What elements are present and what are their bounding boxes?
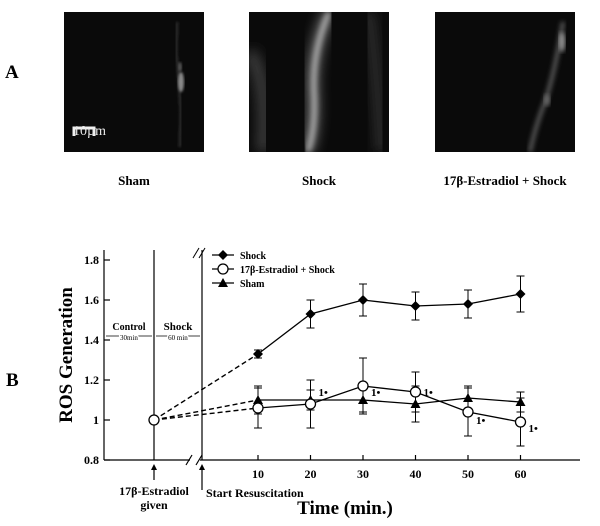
y-tick-label: 1 bbox=[93, 413, 99, 427]
legend-marker bbox=[218, 278, 228, 287]
chart-labels: ROS Generation Time (min.) 1• 1• 1• 1• 1• bbox=[56, 287, 538, 519]
series-line bbox=[257, 385, 521, 423]
micrograph-shock bbox=[249, 12, 389, 152]
x-tick-label: 50 bbox=[462, 467, 474, 481]
data-point bbox=[410, 301, 421, 311]
x-tick-label: 30 bbox=[357, 467, 369, 481]
micrograph-sham: 10µm bbox=[64, 12, 204, 152]
top-break-mark bbox=[192, 247, 200, 259]
caption-shock: Shock bbox=[302, 173, 336, 188]
data-point bbox=[462, 406, 474, 418]
series-line bbox=[257, 293, 521, 355]
panel-b-label: B bbox=[6, 370, 19, 391]
data-point bbox=[409, 386, 422, 398]
significance-mark: 1• bbox=[476, 415, 486, 427]
significance-mark: 1• bbox=[319, 387, 329, 399]
significance-mark: 1• bbox=[424, 387, 434, 399]
micrograph-estradiol-shock bbox=[435, 12, 575, 152]
control-duration: 30min bbox=[120, 334, 138, 342]
chart-axes: 0.8 1 1.2 1.4 1.6 1.8 10 20 30 40 50 60 bbox=[84, 247, 580, 481]
baseline-connector bbox=[153, 353, 259, 421]
chart-legend: Shock 17β-Estradiol + Shock Sham bbox=[212, 250, 335, 290]
data-point bbox=[253, 349, 263, 359]
baseline-connector bbox=[153, 399, 259, 421]
legend-marker bbox=[218, 250, 228, 260]
x-tick-label: 60 bbox=[515, 467, 527, 481]
legend-label: Shock bbox=[240, 251, 267, 262]
baseline-point bbox=[148, 414, 160, 426]
start-resuscitation-label: Start Resuscitation bbox=[206, 486, 304, 500]
ros-generation-chart: 0.8 1 1.2 1.4 1.6 1.8 10 20 30 40 50 60 Control30mi… bbox=[56, 247, 580, 519]
data-point bbox=[514, 416, 527, 428]
caption-estradiol-shock: 17β-Estradiol + Shock bbox=[443, 173, 567, 188]
scale-bar bbox=[72, 126, 96, 136]
significance-mark: 1• bbox=[529, 423, 539, 435]
series-line bbox=[258, 397, 521, 405]
sham-image bbox=[72, 21, 184, 148]
legend-label: 17β-Estradiol + Shock bbox=[240, 265, 335, 276]
control-label: Control bbox=[112, 322, 145, 333]
x-tick-label: 10 bbox=[252, 467, 264, 481]
shock-duration: 60 min bbox=[168, 334, 188, 342]
shock-image bbox=[249, 12, 386, 152]
x-tick-label: 20 bbox=[305, 467, 317, 481]
data-point bbox=[304, 398, 317, 410]
y-tick-label: 1.6 bbox=[84, 293, 99, 307]
significance-mark: 1• bbox=[371, 387, 381, 399]
chart-series bbox=[148, 275, 527, 447]
x-tick-label: 40 bbox=[410, 467, 422, 481]
y-tick-label: 1.4 bbox=[84, 333, 99, 347]
y-axis-title: ROS Generation bbox=[56, 287, 77, 423]
estradiol-given-label-line1: 17β-Estradiol bbox=[119, 484, 189, 498]
x-axis-break-mark bbox=[195, 454, 203, 466]
estradiol-arrow-head bbox=[151, 464, 157, 470]
estradiol-shock-image bbox=[528, 21, 565, 152]
data-point bbox=[463, 299, 473, 309]
data-point bbox=[357, 380, 369, 392]
y-tick-label: 1.8 bbox=[84, 253, 99, 267]
estradiol-given-label-line2: given bbox=[140, 498, 168, 512]
x-axis-title: Time (min.) bbox=[297, 498, 393, 519]
scale-bar-label: 10µm bbox=[73, 124, 106, 139]
y-tick-label: 0.8 bbox=[84, 453, 99, 467]
panel-a-label: A bbox=[5, 62, 19, 83]
data-point bbox=[305, 309, 316, 319]
shock-phase-label: Shock bbox=[164, 321, 194, 333]
y-tick-label: 1.2 bbox=[84, 373, 99, 387]
caption-sham: Sham bbox=[118, 173, 150, 188]
legend-label: Sham bbox=[240, 279, 265, 290]
x-axis-break-mark bbox=[185, 454, 193, 466]
baseline-connector bbox=[153, 407, 259, 421]
data-point bbox=[252, 402, 264, 414]
resuscitation-arrow-head bbox=[199, 464, 205, 470]
legend-marker bbox=[217, 263, 229, 275]
data-point bbox=[515, 289, 526, 299]
data-point bbox=[358, 295, 368, 305]
